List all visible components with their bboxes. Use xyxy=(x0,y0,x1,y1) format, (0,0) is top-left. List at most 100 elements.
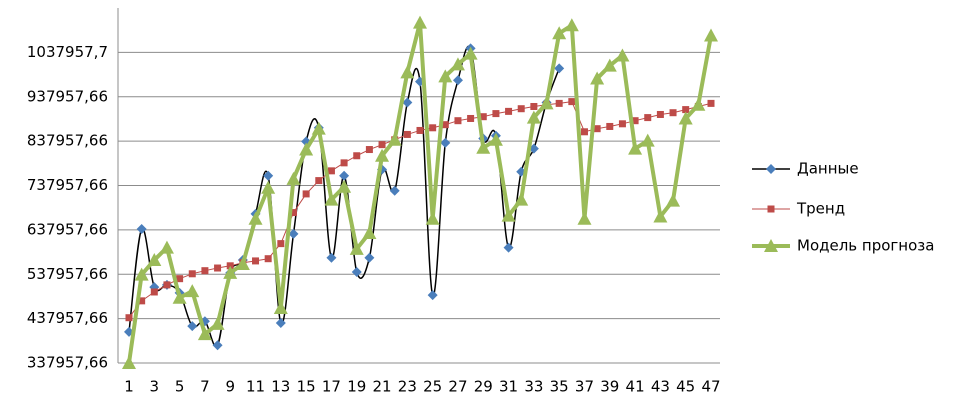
marker xyxy=(159,240,174,254)
marker xyxy=(568,98,576,106)
marker xyxy=(682,106,690,114)
marker xyxy=(577,211,592,225)
marker xyxy=(530,102,538,110)
marker xyxy=(476,140,491,154)
marker xyxy=(273,300,288,314)
marker xyxy=(580,128,588,136)
x-tick-label: 35 xyxy=(550,378,569,396)
marker xyxy=(403,130,411,138)
marker xyxy=(413,15,427,29)
marker xyxy=(163,281,171,289)
marker xyxy=(427,290,438,301)
x-tick-label: 39 xyxy=(600,378,619,396)
marker xyxy=(176,275,184,283)
marker xyxy=(764,239,778,252)
marker xyxy=(644,114,652,122)
marker xyxy=(606,122,614,130)
marker xyxy=(275,318,286,329)
x-tick-label: 5 xyxy=(175,378,185,396)
marker xyxy=(704,28,718,42)
marker xyxy=(299,142,314,156)
x-tick-label: 15 xyxy=(297,378,316,396)
marker xyxy=(375,148,390,162)
marker xyxy=(349,241,364,255)
marker xyxy=(210,316,225,330)
marker xyxy=(365,146,373,154)
marker xyxy=(261,180,276,194)
x-tick-label: 43 xyxy=(651,378,670,396)
marker xyxy=(302,190,310,198)
marker xyxy=(138,297,146,305)
marker xyxy=(400,65,415,79)
marker xyxy=(339,170,350,181)
marker xyxy=(147,253,162,267)
marker xyxy=(440,137,451,148)
marker xyxy=(628,141,643,155)
y-tick-label: 637957,66 xyxy=(27,220,108,238)
x-tick-label: 1 xyxy=(124,378,134,396)
marker xyxy=(188,270,196,278)
x-tick-label: 45 xyxy=(676,378,695,396)
marker xyxy=(454,117,462,125)
marker xyxy=(337,179,352,193)
marker xyxy=(172,290,187,304)
marker xyxy=(277,240,285,248)
marker xyxy=(425,211,440,225)
x-tick-label: 17 xyxy=(322,378,341,396)
marker xyxy=(452,75,463,86)
marker xyxy=(767,205,775,213)
marker xyxy=(501,208,516,222)
marker xyxy=(691,97,706,111)
marker xyxy=(150,288,158,296)
x-tick-label: 47 xyxy=(701,378,720,396)
marker xyxy=(353,152,361,160)
marker xyxy=(134,267,149,281)
marker xyxy=(286,171,301,185)
x-tick-label: 7 xyxy=(200,378,210,396)
marker xyxy=(441,121,449,129)
x-tick-label: 13 xyxy=(271,378,290,396)
x-tick-label: 9 xyxy=(225,378,235,396)
marker xyxy=(615,48,630,62)
marker xyxy=(288,228,299,239)
marker xyxy=(517,105,525,113)
marker xyxy=(564,18,579,32)
marker xyxy=(311,121,326,135)
marker xyxy=(552,26,567,40)
marker xyxy=(214,264,222,272)
y-tick-label: 737957,66 xyxy=(27,176,108,194)
marker xyxy=(315,177,323,185)
marker xyxy=(226,262,234,270)
x-tick-label: 29 xyxy=(474,378,493,396)
x-tick-label: 41 xyxy=(626,378,645,396)
marker xyxy=(389,185,400,196)
y-tick-label: 1037957,7 xyxy=(27,43,108,61)
marker xyxy=(678,111,693,125)
marker xyxy=(505,107,513,115)
x-tick-label: 23 xyxy=(398,378,417,396)
marker xyxy=(340,159,348,167)
marker xyxy=(185,284,200,298)
y-tick-label: 837957,66 xyxy=(27,132,108,150)
marker xyxy=(362,225,377,239)
y-tick-label: 437957,66 xyxy=(27,309,108,327)
marker xyxy=(503,242,514,253)
marker xyxy=(526,110,541,124)
marker xyxy=(707,99,715,107)
marker xyxy=(326,252,337,263)
marker xyxy=(416,126,424,134)
marker xyxy=(669,109,677,117)
x-tick-label: 11 xyxy=(246,378,265,396)
marker xyxy=(125,314,133,322)
marker xyxy=(463,46,478,60)
marker xyxy=(640,133,655,147)
marker xyxy=(136,223,147,234)
marker xyxy=(653,209,668,223)
marker xyxy=(327,167,335,175)
legend-label: Тренд xyxy=(796,200,845,218)
marker xyxy=(593,125,601,133)
marker xyxy=(492,110,500,118)
marker xyxy=(197,327,212,341)
marker xyxy=(429,124,437,132)
